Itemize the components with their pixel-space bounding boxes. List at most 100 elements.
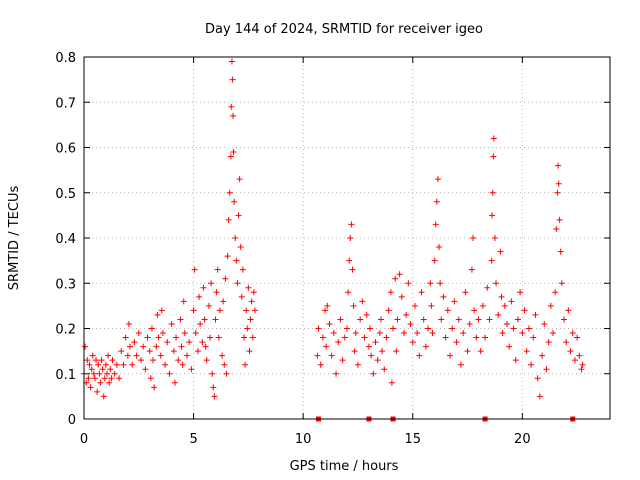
data-point: [131, 339, 138, 346]
data-point: [339, 357, 346, 364]
data-point: [455, 316, 462, 323]
data-point: [98, 357, 105, 364]
data-point: [335, 339, 342, 346]
data-point: [432, 221, 439, 228]
data-point: [488, 257, 495, 264]
data-point: [111, 370, 118, 377]
data-point: [400, 330, 407, 337]
data-point: [129, 361, 136, 368]
data-point: [530, 334, 537, 341]
data-point: [95, 361, 102, 368]
y-tick-label: 0.5: [55, 187, 76, 202]
data-point: [99, 366, 106, 373]
data-point: [376, 330, 383, 337]
data-point: [381, 366, 388, 373]
y-tick-label: 0.2: [55, 323, 76, 338]
data-point: [104, 370, 111, 377]
data-point: [394, 316, 401, 323]
data-point: [482, 334, 489, 341]
data-point: [171, 379, 178, 386]
data-point: [557, 248, 564, 255]
data-point: [100, 393, 107, 400]
data-point: [447, 352, 454, 359]
data-point: [436, 244, 443, 251]
data-point: [87, 384, 94, 391]
data-point: [220, 298, 227, 305]
data-point: [235, 212, 242, 219]
data-point: [157, 352, 164, 359]
data-point: [201, 316, 208, 323]
data-point: [228, 103, 235, 110]
data-point: [213, 289, 220, 296]
data-point: [216, 307, 223, 314]
data-point: [236, 176, 243, 183]
data-point: [565, 307, 572, 314]
data-point: [140, 343, 147, 350]
data-point: [116, 375, 123, 382]
data-point: [555, 180, 562, 187]
data-point: [508, 298, 515, 305]
data-point: [352, 330, 359, 337]
data-point: [341, 334, 348, 341]
data-point: [405, 280, 412, 287]
data-point: [547, 302, 554, 309]
data-point: [486, 316, 493, 323]
data-point: [203, 357, 210, 364]
data-point: [146, 348, 153, 355]
data-point: [420, 316, 427, 323]
data-point: [250, 289, 257, 296]
data-point: [545, 339, 552, 346]
data-point: [490, 135, 497, 142]
data-point: [113, 361, 120, 368]
data-point: [497, 248, 504, 255]
data-point: [379, 348, 386, 355]
data-point: [560, 316, 567, 323]
data-point: [489, 189, 496, 196]
data-point: [247, 316, 254, 323]
data-point: [324, 302, 331, 309]
data-point: [422, 343, 429, 350]
data-point: [224, 253, 231, 260]
data-point: [514, 316, 521, 323]
data-point: [137, 357, 144, 364]
data-point: [202, 343, 209, 350]
data-point: [473, 334, 480, 341]
data-point: [383, 334, 390, 341]
data-point: [403, 311, 410, 318]
data-point: [322, 307, 329, 314]
data-point: [425, 325, 432, 332]
data-point: [554, 189, 561, 196]
data-point: [398, 293, 405, 300]
axis-ticks: 0 0.1 0.2 0.3 0.4 0.5 0.6 0.7 0.8 0 5 10 15 20: [55, 51, 610, 447]
data-point: [475, 316, 482, 323]
data-point: [444, 307, 451, 314]
data-point: [449, 325, 456, 332]
data-point: [534, 375, 541, 382]
data-point: [150, 357, 157, 364]
data-point: [493, 280, 500, 287]
y-tick-label: 0.3: [55, 277, 76, 292]
data-point: [173, 334, 180, 341]
data-point: [440, 293, 447, 300]
data-point: [151, 384, 158, 391]
data-point: [222, 275, 229, 282]
data-point: [367, 325, 374, 332]
y-tick-label: 0.4: [55, 232, 76, 247]
data-point: [429, 330, 436, 337]
data-point: [351, 348, 358, 355]
data-point: [230, 112, 237, 119]
data-point: [181, 330, 188, 337]
data-point: [416, 352, 423, 359]
data-point: [345, 289, 352, 296]
data-point: [109, 357, 116, 364]
data-point: [525, 325, 532, 332]
data-point: [164, 339, 171, 346]
data-point: [348, 221, 355, 228]
data-point: [431, 257, 438, 264]
data-point: [541, 320, 548, 327]
data-point: [363, 311, 370, 318]
data-point: [120, 361, 127, 368]
data-point: [503, 320, 510, 327]
data-point: [246, 348, 253, 355]
